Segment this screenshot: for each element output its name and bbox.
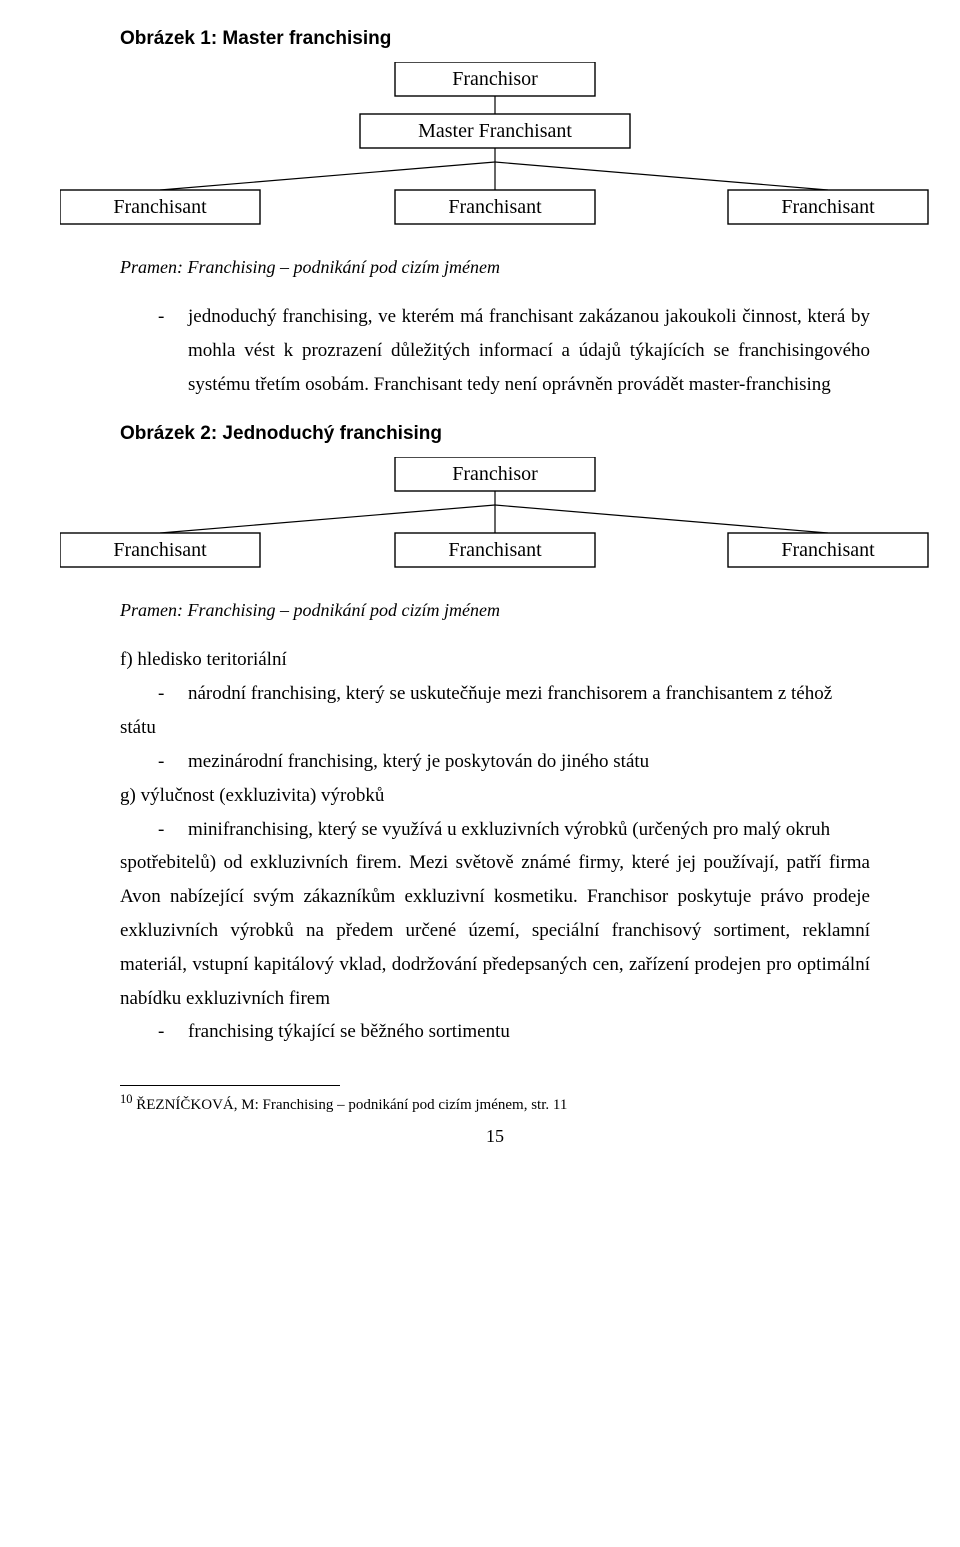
svg-text:Franchisor: Franchisor (452, 68, 538, 90)
dash-icon: - (158, 745, 188, 779)
document-page: Obrázek 1: Master franchising Franchisor… (0, 0, 960, 1177)
figure2-heading: Obrázek 2: Jednoduchý franchising (120, 423, 870, 445)
svg-text:Franchisor: Franchisor (452, 463, 538, 485)
figure2-source: Pramen: Franchising – podnikání pod cizí… (120, 600, 870, 621)
section-f-title: f) hledisko teritoriální (120, 643, 870, 677)
section-g: g) výlučnost (exkluzivita) výrobků - min… (120, 779, 870, 1050)
section-f-item1-cont: státu (120, 711, 870, 745)
footnote: 10 ŘEZNÍČKOVÁ, M: Franchising – podnikán… (120, 1092, 870, 1114)
node-franchisant-center: Franchisant (395, 533, 595, 567)
node-franchisant-center: Franchisant (395, 190, 595, 224)
svg-text:Franchisant: Franchisant (113, 539, 207, 561)
dash-icon: - (158, 1015, 188, 1049)
svg-text:Franchisant: Franchisant (448, 539, 542, 561)
node-franchisant-left: Franchisant (60, 533, 260, 567)
svg-text:Franchisant: Franchisant (448, 196, 542, 218)
node-franchisant-right: Franchisant (728, 190, 928, 224)
page-number: 15 (120, 1126, 870, 1147)
dash-icon: - (158, 813, 188, 847)
bullet-simple-franchising: - jednoduchý franchising, ve kterém má f… (120, 300, 870, 401)
node-franchisor: Franchisor (395, 457, 595, 491)
section-g-item1-line1: - minifranchising, který se využívá u ex… (120, 813, 870, 847)
node-master-franchisant: Master Franchisant (360, 114, 630, 148)
section-g-item2: - franchising týkající se běžného sortim… (120, 1015, 870, 1049)
svg-text:Franchisant: Franchisant (781, 196, 875, 218)
section-f-item2: - mezinárodní franchising, který je posk… (120, 745, 870, 779)
footnote-rule (120, 1085, 340, 1086)
footnote-text: ŘEZNÍČKOVÁ, M: Franchising – podnikání p… (133, 1097, 568, 1113)
svg-text:Franchisant: Franchisant (113, 196, 207, 218)
node-franchisor: Franchisor (395, 62, 595, 96)
dash-icon: - (158, 677, 188, 711)
diagram-simple-franchising: Franchisor Franchisant Franchisant Franc… (60, 457, 930, 576)
figure1-heading: Obrázek 1: Master franchising (120, 28, 870, 50)
section-g-item1-rest: spotřebitelů) od exkluzivních firem. Mez… (120, 846, 870, 1015)
section-g-title: g) výlučnost (exkluzivita) výrobků (120, 779, 870, 813)
section-f: f) hledisko teritoriální - národní franc… (120, 643, 870, 778)
node-franchisant-left: Franchisant (60, 190, 260, 224)
svg-text:Franchisant: Franchisant (781, 539, 875, 561)
dash-icon: - (158, 300, 188, 334)
svg-text:Master Franchisant: Master Franchisant (418, 120, 572, 142)
diagram-master-franchising: Franchisor Master Franchisant Franchisan… (60, 62, 930, 233)
node-franchisant-right: Franchisant (728, 533, 928, 567)
footnote-marker: 10 (120, 1092, 133, 1106)
section-f-item1: - národní franchising, který se uskutečň… (120, 677, 870, 711)
figure1-source: Pramen: Franchising – podnikání pod cizí… (120, 257, 870, 278)
